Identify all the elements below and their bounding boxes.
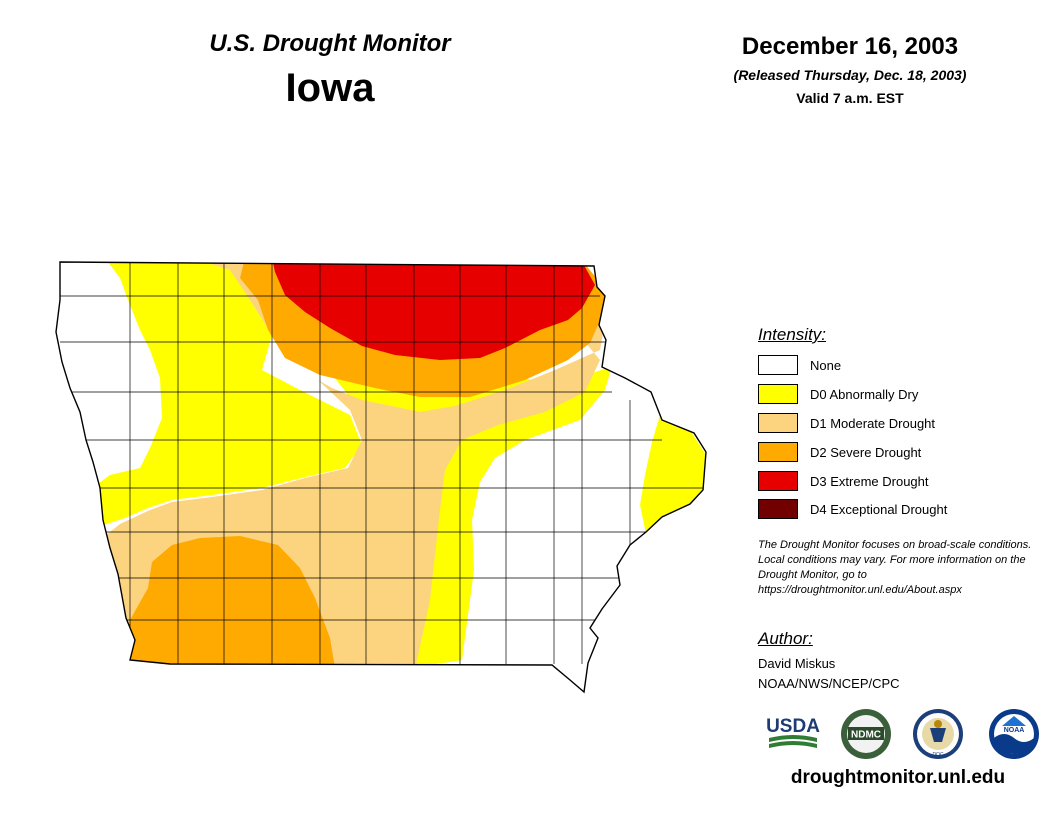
legend-label-d4: D4 Exceptional Drought <box>810 501 948 517</box>
site-url[interactable]: droughtmonitor.unl.edu <box>790 767 1006 788</box>
disclaimer-text: The Drought Monitor focuses on broad-sca… <box>758 539 1032 596</box>
ndmc-logo-text: NDMC <box>851 730 881 741</box>
author-org: NOAA/NWS/NCEP/CPC <box>758 676 900 691</box>
ndmc-logo: NDMC <box>841 709 891 759</box>
state-title: Iowa <box>285 66 375 110</box>
legend-title: Intensity: <box>758 325 827 344</box>
legend-item-d2: D2 Severe Drought <box>758 441 921 463</box>
legend-label-d1: D1 Moderate Drought <box>810 415 936 431</box>
legend-label-d2: D2 Severe Drought <box>810 444 922 460</box>
d3-north-region <box>272 262 595 360</box>
doc-logo: DOC <box>913 709 963 759</box>
d0-west-region <box>95 262 362 528</box>
legend-swatch-d3 <box>758 471 798 491</box>
doc-logo-text: DOC <box>932 752 944 758</box>
legend-item-none: None <box>758 354 841 376</box>
author-heading: Author: <box>758 629 813 648</box>
legend-swatch-d0 <box>758 384 798 404</box>
county-boundaries <box>60 262 706 664</box>
iowa-drought-map <box>55 261 707 694</box>
legend-swatch-d2 <box>758 442 798 462</box>
d2-southwest-region <box>125 536 335 668</box>
noaa-logo: NOAA <box>989 709 1039 759</box>
usda-logo-text: USDA <box>766 716 820 737</box>
release-date: (Released Thursday, Dec. 18, 2003) <box>733 67 967 83</box>
legend-item-d1: D1 Moderate Drought <box>758 412 935 434</box>
map-date: December 16, 2003 <box>741 33 959 60</box>
legend-item-d3: D3 Extreme Drought <box>758 470 929 492</box>
d0-far-east-region <box>640 408 706 534</box>
legend-label-d3: D3 Extreme Drought <box>810 473 929 489</box>
legend-item-d4: D4 Exceptional Drought <box>758 498 947 520</box>
legend-swatch-none <box>758 355 798 375</box>
legend-swatch-d4 <box>758 499 798 519</box>
legend-label-d0: D0 Abnormally Dry <box>810 386 919 402</box>
valid-time: Valid 7 a.m. EST <box>796 90 904 106</box>
legend-swatch-d1 <box>758 413 798 433</box>
noaa-logo-text: NOAA <box>1004 727 1025 734</box>
d0-east-region <box>330 352 612 670</box>
author-name: David Miskus <box>758 656 836 671</box>
iowa-outline <box>55 261 707 694</box>
legend-label-none: None <box>810 357 842 373</box>
usda-logo: USDA <box>766 716 820 748</box>
monitor-title: U.S. Drought Monitor <box>209 30 451 57</box>
legend-item-d0: D0 Abnormally Dry <box>758 383 918 405</box>
